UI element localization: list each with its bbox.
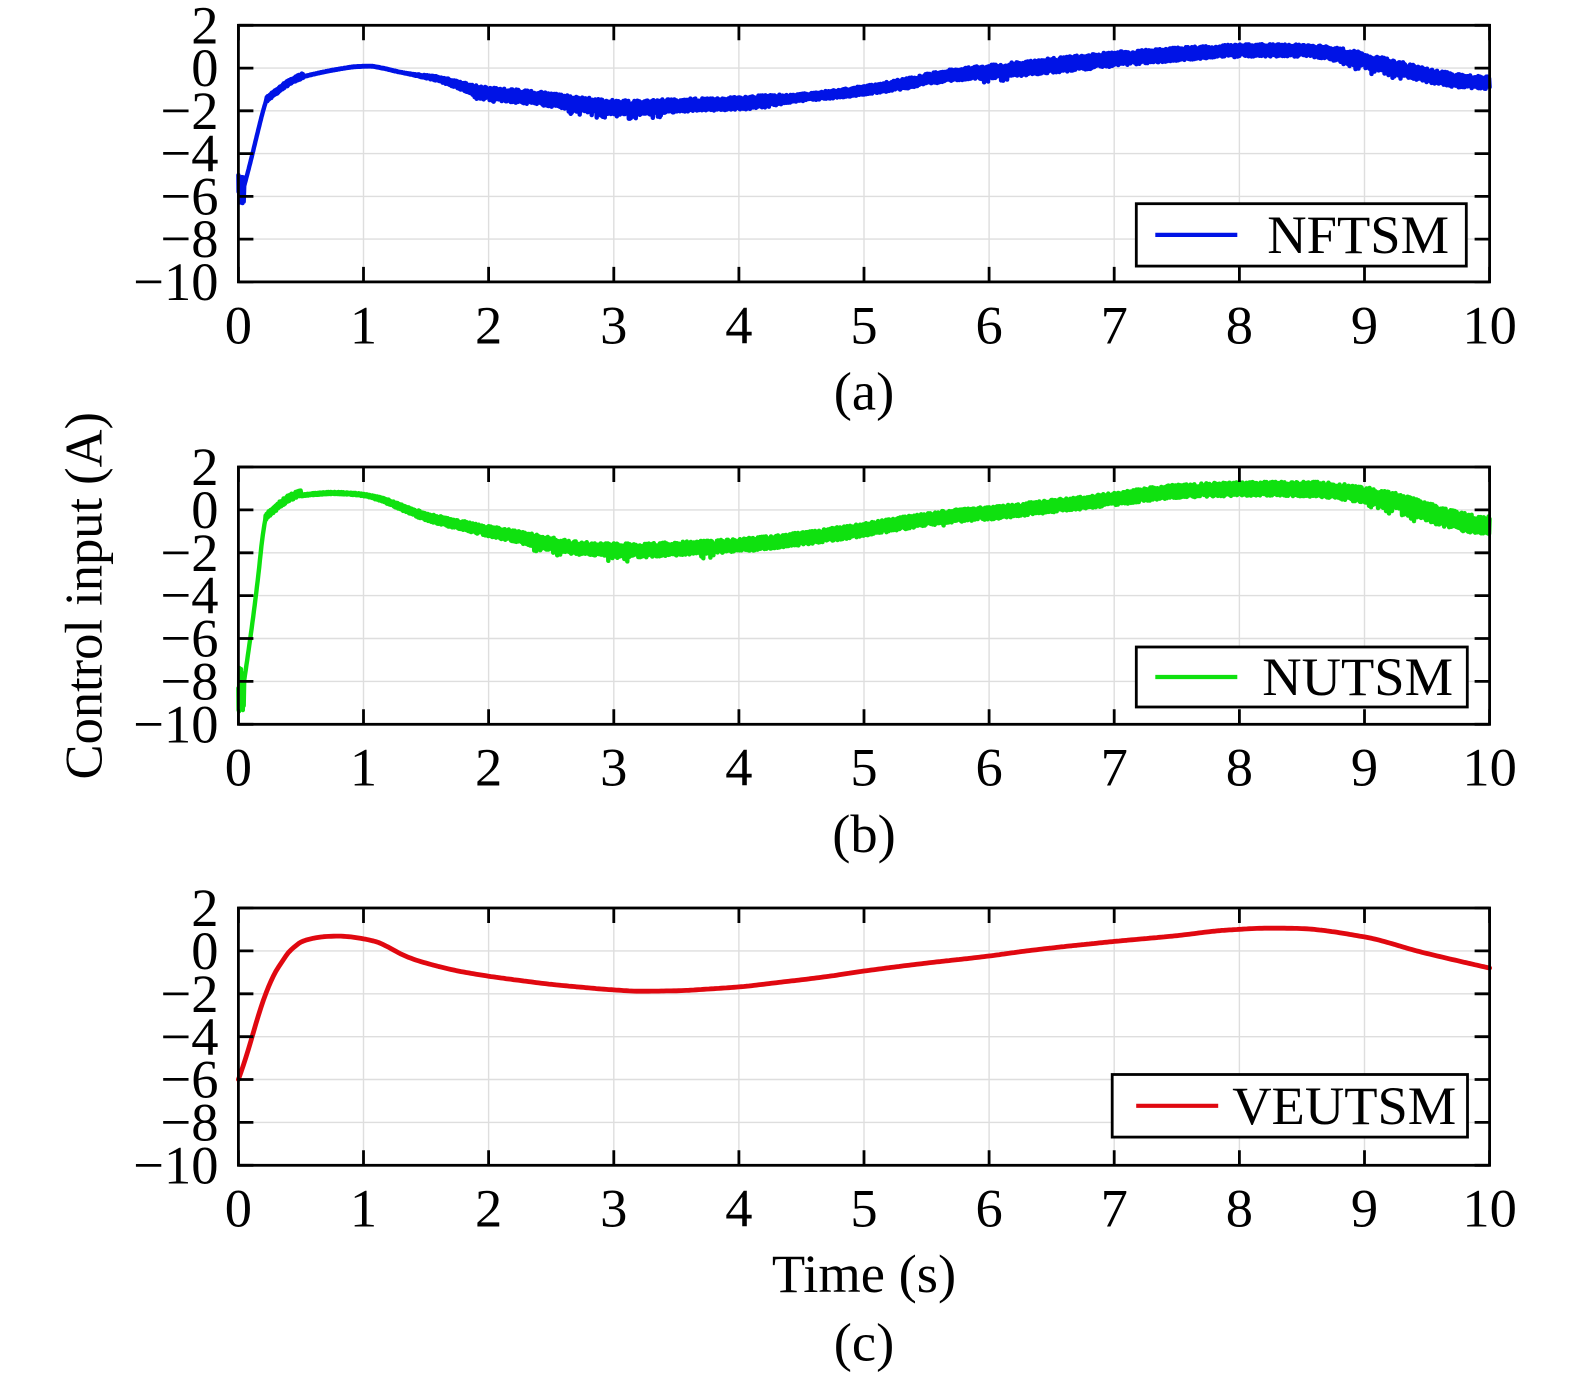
svg-text:−2: −2 xyxy=(161,522,219,583)
svg-text:5: 5 xyxy=(850,1178,877,1239)
svg-text:−8: −8 xyxy=(161,208,219,269)
svg-text:NUTSM: NUTSM xyxy=(1262,646,1453,707)
svg-text:10: 10 xyxy=(1462,737,1517,798)
svg-text:4: 4 xyxy=(725,737,752,798)
svg-text:9: 9 xyxy=(1351,1178,1378,1239)
svg-text:0: 0 xyxy=(191,37,218,98)
svg-text:−6: −6 xyxy=(161,608,219,669)
svg-text:3: 3 xyxy=(600,1178,627,1239)
svg-text:−4: −4 xyxy=(161,1006,219,1067)
svg-text:7: 7 xyxy=(1101,294,1128,355)
svg-text:NFTSM: NFTSM xyxy=(1267,204,1449,265)
svg-text:6: 6 xyxy=(975,294,1002,355)
svg-text:(b): (b) xyxy=(832,803,896,864)
svg-text:−6: −6 xyxy=(161,1049,219,1110)
svg-text:6: 6 xyxy=(975,737,1002,798)
svg-text:5: 5 xyxy=(850,737,877,798)
svg-text:VEUTSM: VEUTSM xyxy=(1232,1075,1456,1136)
svg-text:−10: −10 xyxy=(133,251,218,312)
svg-text:1: 1 xyxy=(350,1178,377,1239)
svg-text:0: 0 xyxy=(225,737,252,798)
svg-text:Control input (A): Control input (A) xyxy=(55,412,113,779)
svg-text:−2: −2 xyxy=(161,80,219,141)
svg-text:(a): (a) xyxy=(834,360,895,421)
svg-text:2: 2 xyxy=(475,737,502,798)
svg-text:4: 4 xyxy=(725,294,752,355)
svg-text:0: 0 xyxy=(225,1178,252,1239)
svg-text:Time (s): Time (s) xyxy=(772,1243,956,1304)
svg-text:4: 4 xyxy=(725,1178,752,1239)
svg-text:−8: −8 xyxy=(161,650,219,711)
svg-text:2: 2 xyxy=(191,877,218,938)
svg-text:2: 2 xyxy=(475,1178,502,1239)
svg-text:3: 3 xyxy=(600,294,627,355)
svg-text:10: 10 xyxy=(1462,1178,1517,1239)
svg-text:−10: −10 xyxy=(133,693,218,754)
svg-text:3: 3 xyxy=(600,737,627,798)
svg-text:−6: −6 xyxy=(161,165,219,226)
svg-text:−8: −8 xyxy=(161,1091,219,1152)
svg-text:8: 8 xyxy=(1226,294,1253,355)
svg-text:8: 8 xyxy=(1226,737,1253,798)
svg-text:6: 6 xyxy=(975,1178,1002,1239)
svg-text:2: 2 xyxy=(475,294,502,355)
svg-text:7: 7 xyxy=(1101,737,1128,798)
svg-text:9: 9 xyxy=(1351,294,1378,355)
svg-text:1: 1 xyxy=(350,294,377,355)
svg-text:−4: −4 xyxy=(161,565,219,626)
svg-text:8: 8 xyxy=(1226,1178,1253,1239)
svg-text:−4: −4 xyxy=(161,123,219,184)
svg-text:2: 2 xyxy=(191,0,218,55)
svg-text:(c): (c) xyxy=(834,1312,895,1373)
svg-text:−2: −2 xyxy=(161,963,219,1024)
svg-text:5: 5 xyxy=(850,294,877,355)
svg-text:1: 1 xyxy=(350,737,377,798)
svg-text:−10: −10 xyxy=(133,1134,218,1195)
svg-text:0: 0 xyxy=(225,294,252,355)
svg-text:7: 7 xyxy=(1101,1178,1128,1239)
svg-text:9: 9 xyxy=(1351,737,1378,798)
svg-text:0: 0 xyxy=(191,920,218,981)
svg-text:10: 10 xyxy=(1462,294,1517,355)
svg-text:2: 2 xyxy=(191,436,218,497)
svg-text:0: 0 xyxy=(191,479,218,540)
